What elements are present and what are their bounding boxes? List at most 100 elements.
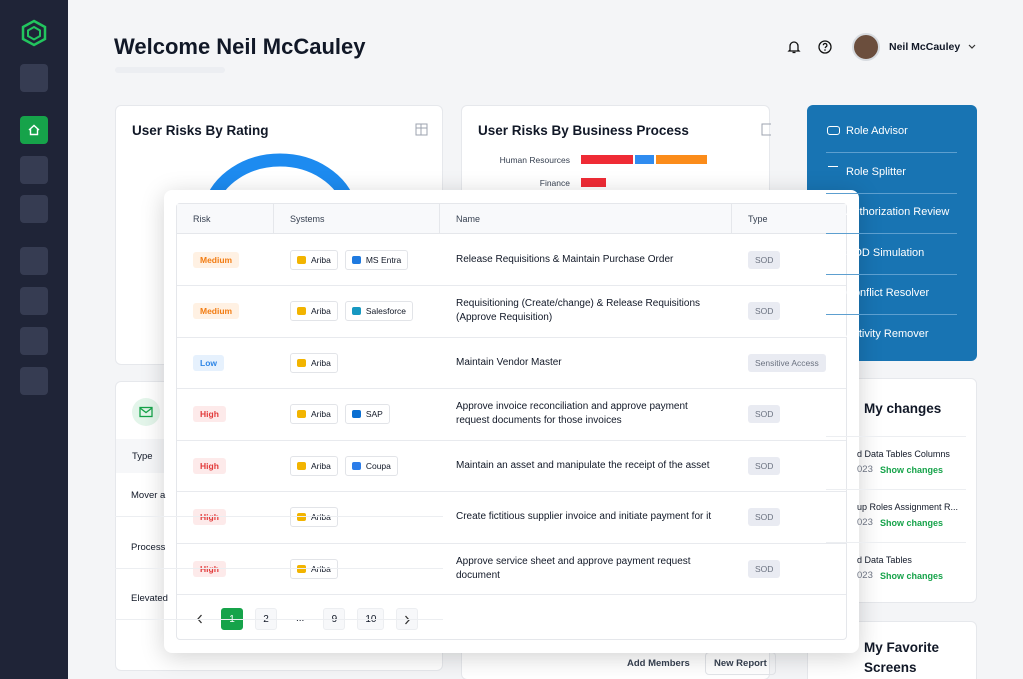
type-badge: SOD bbox=[748, 559, 781, 578]
row-text: Process bbox=[131, 541, 166, 553]
risk-name: Maintain Vendor Master bbox=[456, 356, 562, 368]
bar-segment bbox=[581, 155, 633, 164]
type-badge: SOD bbox=[748, 302, 781, 320]
system-label: MS Entra bbox=[365, 254, 402, 265]
row-separator bbox=[177, 439, 846, 441]
risk-name: Create fictitious supplier invoice and i… bbox=[456, 511, 712, 522]
system-label: Salesforce bbox=[365, 306, 407, 316]
nav-item[interactable] bbox=[20, 195, 48, 223]
column-header: Name bbox=[456, 214, 481, 224]
column-separator bbox=[273, 204, 274, 234]
risk-badge: Medium bbox=[193, 303, 240, 319]
button[interactable]: Add Members bbox=[627, 658, 690, 669]
avatar[interactable] bbox=[852, 33, 880, 61]
menu-separator bbox=[826, 233, 957, 234]
card-title: My Favorite Screens bbox=[864, 640, 940, 675]
change-date: 023 bbox=[857, 570, 873, 581]
risk-badge: High bbox=[193, 509, 226, 525]
type-badge: SOD bbox=[748, 250, 781, 269]
system-icon bbox=[351, 255, 361, 264]
card-title: User Risks By Business Process bbox=[478, 123, 689, 138]
system-label: Ariba bbox=[311, 563, 331, 574]
column-separator bbox=[731, 204, 732, 234]
menu-separator bbox=[826, 192, 957, 194]
row-text: Mover a bbox=[131, 490, 166, 501]
system-label: SAP bbox=[365, 409, 383, 419]
system-icon bbox=[297, 255, 306, 264]
risk-badge: High bbox=[193, 406, 226, 422]
system-chip: Ariba bbox=[290, 404, 338, 424]
change-date: 023 bbox=[857, 464, 873, 475]
change-title: d Data Tables Columns bbox=[857, 449, 950, 459]
system-icon bbox=[297, 513, 306, 521]
menu-item[interactable]: SOD Simulation bbox=[846, 246, 925, 259]
menu-item[interactable]: Conflict Resolver bbox=[846, 287, 930, 299]
row-separator bbox=[177, 285, 846, 286]
risk-name: Approve service sheet and approve paymen… bbox=[456, 555, 691, 581]
system-chip: Ariba bbox=[290, 301, 338, 321]
mail-icon bbox=[132, 398, 160, 426]
sidebar bbox=[0, 0, 68, 679]
menu-icon bbox=[827, 126, 840, 135]
risk-name: Maintain an asset and manipulate the rec… bbox=[456, 459, 710, 471]
table-header bbox=[177, 204, 846, 234]
page-button[interactable]: ... bbox=[289, 608, 311, 630]
nav-item[interactable] bbox=[20, 367, 48, 395]
system-icon bbox=[297, 358, 306, 367]
menu-item[interactable]: Role Splitter bbox=[846, 165, 906, 178]
bar-segment bbox=[581, 178, 606, 187]
menu-item[interactable]: Role Advisor bbox=[846, 125, 908, 137]
item-separator bbox=[826, 542, 966, 543]
risk-badge: High bbox=[193, 560, 226, 577]
type-badge: SOD bbox=[748, 508, 781, 526]
nav-item[interactable] bbox=[20, 64, 48, 92]
risk-badge: High bbox=[193, 457, 226, 474]
category-label: Finance bbox=[540, 178, 571, 188]
bar-segment bbox=[635, 155, 654, 164]
menu-separator bbox=[826, 314, 957, 315]
system-label: Coupa bbox=[365, 460, 391, 471]
system-icon bbox=[297, 564, 306, 573]
subtitle-placeholder bbox=[115, 67, 225, 73]
nav-home[interactable] bbox=[20, 116, 48, 144]
system-label: Ariba bbox=[311, 254, 331, 265]
system-label: Ariba bbox=[311, 409, 331, 419]
system-chip: SAP bbox=[344, 404, 390, 424]
menu-item[interactable]: Activity Remover bbox=[846, 327, 929, 340]
nav-item[interactable] bbox=[20, 156, 48, 184]
nav-item[interactable] bbox=[20, 287, 48, 315]
system-chip: Ariba bbox=[290, 455, 338, 476]
button[interactable]: New Report bbox=[705, 652, 776, 675]
item-separator bbox=[826, 489, 966, 490]
nav-item[interactable] bbox=[20, 327, 48, 355]
help-icon[interactable] bbox=[817, 39, 833, 55]
system-icon bbox=[351, 461, 361, 470]
system-chip: Coupa bbox=[344, 455, 398, 476]
change-link[interactable]: Show changes bbox=[880, 465, 944, 475]
user-name[interactable]: Neil McCauley bbox=[889, 41, 961, 53]
chevron[interactable] bbox=[967, 43, 977, 51]
nav-item[interactable] bbox=[20, 247, 48, 275]
row-separator bbox=[115, 619, 443, 620]
column-header: Type bbox=[132, 451, 153, 462]
donut bbox=[203, 123, 428, 209]
bell-icon[interactable] bbox=[786, 39, 802, 55]
type-badge: Sensitive Access bbox=[748, 353, 826, 372]
risk-modal: Risk Systems Name Type Medium Ariba MS Entra Re… bbox=[164, 190, 859, 653]
change-link[interactable]: Show changes bbox=[880, 518, 944, 528]
risk-badge: Medium bbox=[193, 251, 240, 268]
menu-item[interactable]: Authorization Review bbox=[846, 206, 950, 218]
change-link[interactable]: Show changes bbox=[880, 571, 944, 581]
row-separator bbox=[177, 542, 846, 544]
system-icon bbox=[351, 410, 361, 418]
column-header: Risk bbox=[193, 214, 211, 224]
menu-separator bbox=[826, 152, 957, 153]
system-icon bbox=[297, 307, 306, 315]
system-chip: MS Entra bbox=[344, 249, 409, 270]
system-icon bbox=[351, 307, 361, 315]
menu-separator bbox=[826, 273, 957, 275]
risk-table: Risk Systems Name Type Medium Ariba MS Entra Re… bbox=[176, 203, 847, 640]
system-label: Ariba bbox=[311, 306, 331, 316]
process-chart: Human Resources Finance bbox=[500, 123, 771, 188]
